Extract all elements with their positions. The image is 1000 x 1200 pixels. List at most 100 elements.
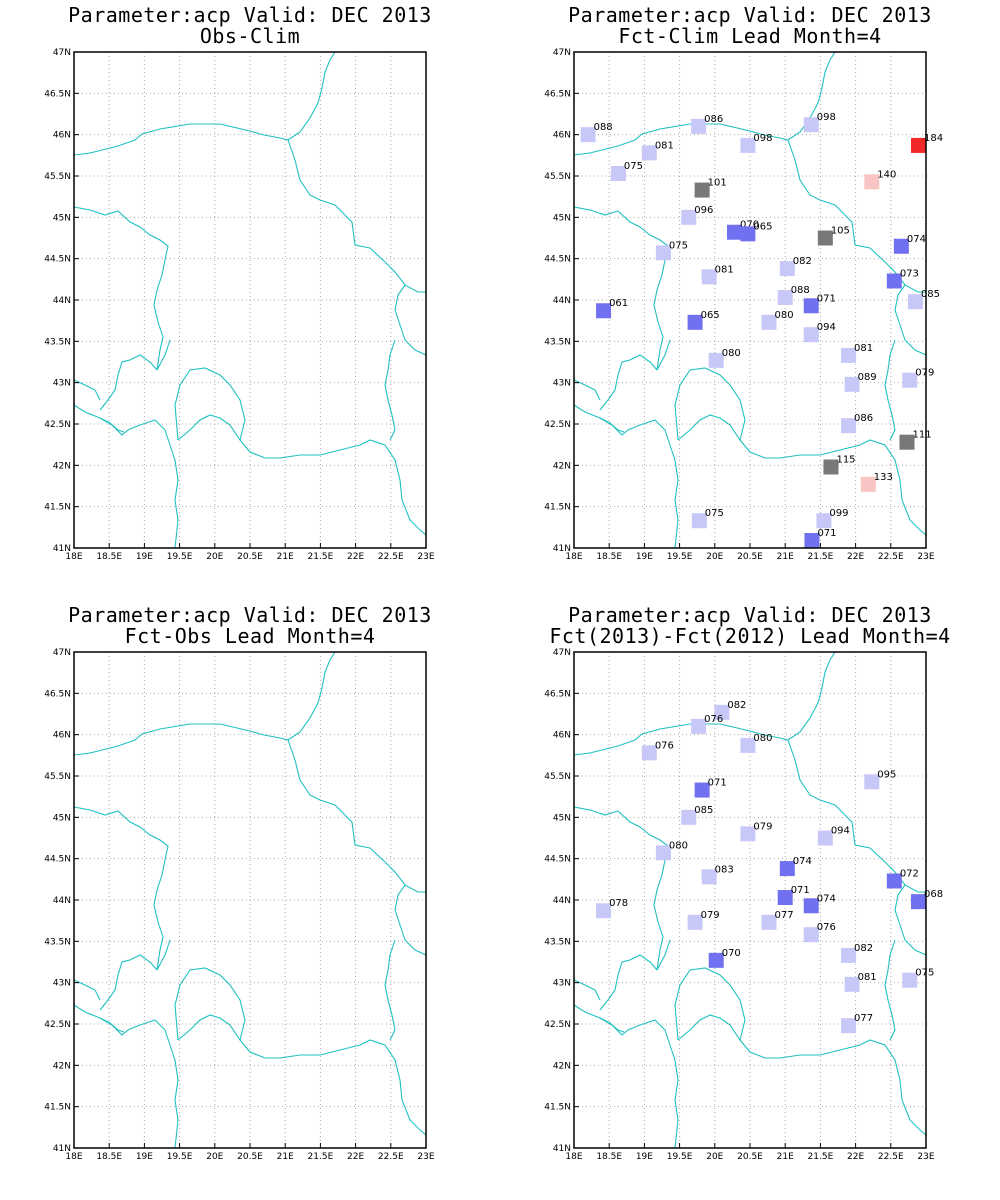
station-label: 072 <box>900 868 919 879</box>
map-plot: 082 076 076 080 071 095 085 079 094 080 074 083 072 0… <box>544 648 943 1162</box>
border-line <box>99 1017 125 1033</box>
station-marker <box>911 137 926 153</box>
station-marker <box>911 894 926 910</box>
x-tick-label: 21E <box>277 1152 294 1162</box>
x-tick-label: 19.5E <box>667 552 693 562</box>
station-label: 086 <box>854 413 873 424</box>
y-tick-label: 47N <box>53 48 71 58</box>
x-tick-label: 22.5E <box>878 1152 904 1162</box>
station-marker <box>779 261 795 277</box>
station-marker <box>902 972 918 988</box>
station-marker <box>727 224 743 240</box>
border-line <box>99 354 158 411</box>
border-line <box>73 1004 179 1149</box>
station-label: 088 <box>594 122 613 133</box>
x-tick-label: 23E <box>917 552 934 562</box>
border-line <box>599 954 658 1011</box>
y-tick-label: 46N <box>553 131 571 141</box>
border-line <box>656 339 671 371</box>
station-label: 065 <box>701 310 720 321</box>
x-tick-label: 21.5E <box>308 552 334 562</box>
border-line <box>99 417 125 433</box>
station-label: 140 <box>877 169 896 180</box>
border-line <box>599 417 625 433</box>
station-marker <box>641 745 657 761</box>
station-marker <box>740 737 756 753</box>
station-marker <box>779 861 795 877</box>
station-label: 079 <box>753 821 772 832</box>
y-tick-label: 46.5N <box>544 89 571 99</box>
y-tick-label: 44.5N <box>544 855 571 865</box>
border-line <box>573 651 836 756</box>
station-marker <box>902 372 918 388</box>
panel-title: Parameter:acp Valid: DEC 2013 <box>568 603 932 627</box>
station-marker <box>816 513 832 529</box>
y-tick-label: 46.5N <box>44 89 71 99</box>
border-line <box>73 979 101 1001</box>
border-line <box>394 884 427 956</box>
station-marker <box>844 376 860 392</box>
station-label: 075 <box>669 240 688 251</box>
y-tick-label: 47N <box>553 648 571 658</box>
station-marker <box>803 898 819 914</box>
y-tick-label: 46N <box>53 731 71 741</box>
y-tick-label: 47N <box>53 648 71 658</box>
station-label: 075 <box>624 161 643 172</box>
station-label: 080 <box>722 348 741 359</box>
y-tick-label: 43N <box>53 979 71 989</box>
border-line <box>394 284 427 356</box>
station-label: 078 <box>609 898 628 909</box>
y-tick-label: 41.5N <box>44 503 71 513</box>
panel-obs-clim: Parameter:acp Valid: DEC 2013 Obs-Clim 1… <box>0 0 500 600</box>
x-tick-label: 18.5E <box>96 1152 122 1162</box>
border-line <box>573 379 601 401</box>
panel-subtitle: Obs-Clim <box>199 24 301 48</box>
station-label: 074 <box>907 234 926 245</box>
y-tick-label: 43N <box>553 979 571 989</box>
station-marker <box>708 952 724 968</box>
station-marker <box>777 290 793 306</box>
x-tick-label: 22.5E <box>878 552 904 562</box>
station-label: 073 <box>900 268 919 279</box>
x-tick-label: 23E <box>417 1152 434 1162</box>
station-marker <box>610 166 626 182</box>
border-line <box>73 806 169 971</box>
y-tick-label: 42N <box>53 461 71 471</box>
station-label: 070 <box>722 948 741 959</box>
station-marker <box>803 927 819 943</box>
station-label: 080 <box>775 310 794 321</box>
station-marker <box>841 347 857 363</box>
y-tick-label: 43N <box>553 379 571 389</box>
station-marker <box>907 294 923 310</box>
x-tick-label: 20E <box>706 1152 723 1162</box>
y-tick-label: 45N <box>53 813 71 823</box>
station-marker <box>841 418 857 434</box>
station-label: 074 <box>817 893 836 904</box>
station-label: 068 <box>924 889 943 900</box>
station-marker <box>655 845 671 861</box>
y-tick-label: 44N <box>553 896 571 906</box>
station-label: 098 <box>753 133 772 144</box>
station-marker <box>596 903 612 919</box>
y-tick-label: 45.5N <box>44 172 71 182</box>
panel-subtitle: Fct-Obs Lead Month=4 <box>124 624 376 648</box>
x-tick-label: 20E <box>706 552 723 562</box>
station-label: 101 <box>708 178 727 189</box>
y-tick-label: 43N <box>53 379 71 389</box>
x-tick-label: 22E <box>847 552 864 562</box>
y-tick-label: 47N <box>553 48 571 58</box>
x-tick-label: 18.5E <box>96 552 122 562</box>
y-tick-label: 41.5N <box>544 503 571 513</box>
station-label: 115 <box>836 454 855 465</box>
y-tick-label: 43.5N <box>544 937 571 947</box>
station-label: 070 <box>740 220 759 231</box>
station-label: 111 <box>912 430 931 441</box>
station-label: 076 <box>704 714 723 725</box>
station-marker <box>886 273 902 289</box>
y-tick-label: 46N <box>53 131 71 141</box>
station-label: 088 <box>791 285 810 296</box>
map-plot: 18E 18.5E 19E 19.5E 20E 20.5E 21E 21.5E 22E 22.5E… <box>44 48 435 562</box>
station-label: 079 <box>701 910 720 921</box>
station-marker <box>691 513 707 529</box>
